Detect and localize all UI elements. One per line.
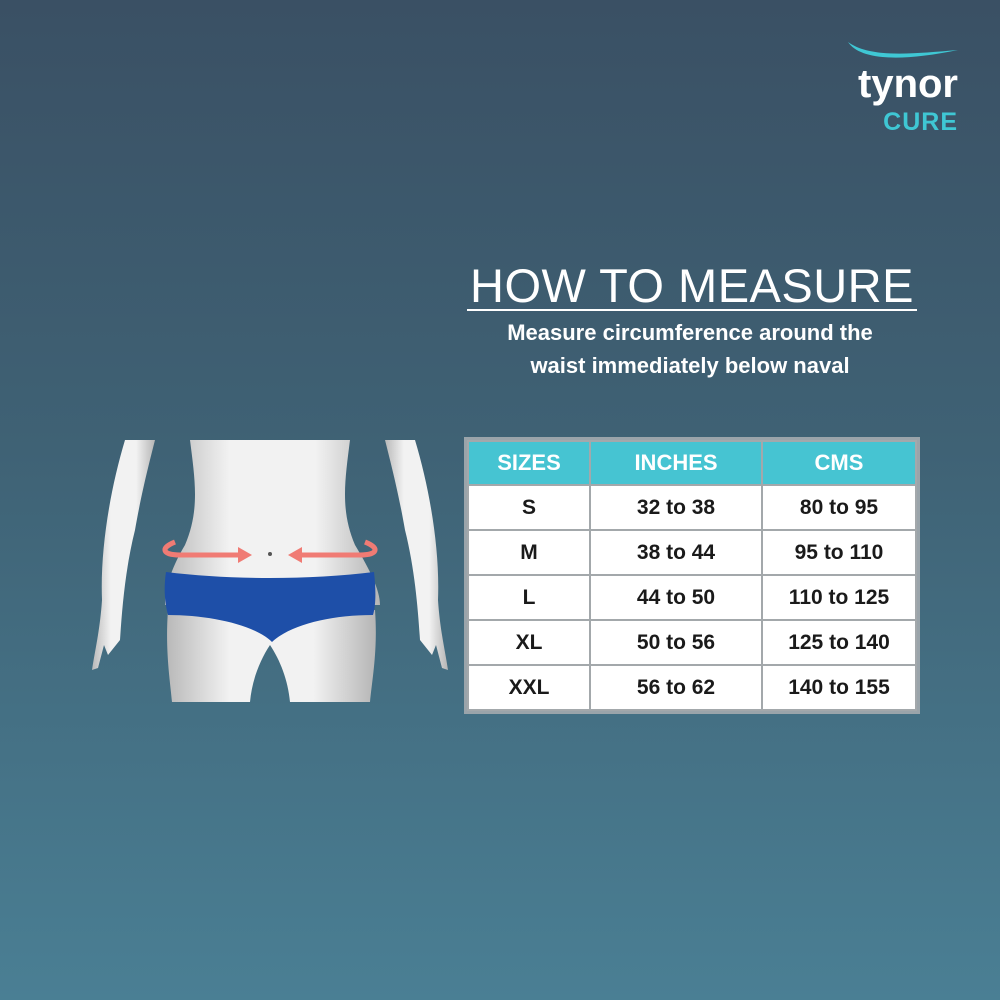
cms-cell: 95 to 110 [761, 529, 917, 576]
brand-sub: CURE [883, 108, 958, 136]
inches-cell: 38 to 44 [589, 529, 763, 576]
inches-cell: 44 to 50 [589, 574, 763, 621]
size-cell: S [467, 484, 591, 531]
size-cell: XL [467, 619, 591, 666]
size-cell: L [467, 574, 591, 621]
table-row: L 44 to 50 110 to 125 [467, 574, 917, 621]
table-row: XXL 56 to 62 140 to 155 [467, 664, 917, 711]
cms-cell: 125 to 140 [761, 619, 917, 666]
header-inches: INCHES [589, 440, 763, 486]
cms-cell: 80 to 95 [761, 484, 917, 531]
waist-measure-illustration [92, 440, 448, 702]
measure-arrows-icon [162, 539, 378, 558]
header-sizes: SIZES [467, 440, 591, 486]
table-row: M 38 to 44 95 to 110 [467, 529, 917, 576]
brand-name: tynor [858, 62, 958, 106]
brand-logo: tynor CURE [830, 40, 970, 140]
instructions-line-2: waist immediately below naval [530, 353, 850, 378]
header-cms: CMS [761, 440, 917, 486]
size-cell: XXL [467, 664, 591, 711]
table-row: S 32 to 38 80 to 95 [467, 484, 917, 531]
cms-cell: 140 to 155 [761, 664, 917, 711]
inches-cell: 50 to 56 [589, 619, 763, 666]
cms-cell: 110 to 125 [761, 574, 917, 621]
table-header-row: SIZES INCHES CMS [467, 440, 917, 486]
table-row: XL 50 to 56 125 to 140 [467, 619, 917, 666]
title-divider [467, 309, 917, 311]
inches-cell: 32 to 38 [589, 484, 763, 531]
inches-cell: 56 to 62 [589, 664, 763, 711]
instructions-line-1: Measure circumference around the [507, 320, 873, 345]
instructions: Measure circumference around the waist i… [440, 316, 940, 382]
size-cell: M [467, 529, 591, 576]
page-title: HOW TO MEASURE [470, 259, 914, 312]
wave-icon [848, 42, 958, 58]
size-chart-table: SIZES INCHES CMS S 32 to 38 80 to 95 M 38 t… [464, 437, 920, 714]
